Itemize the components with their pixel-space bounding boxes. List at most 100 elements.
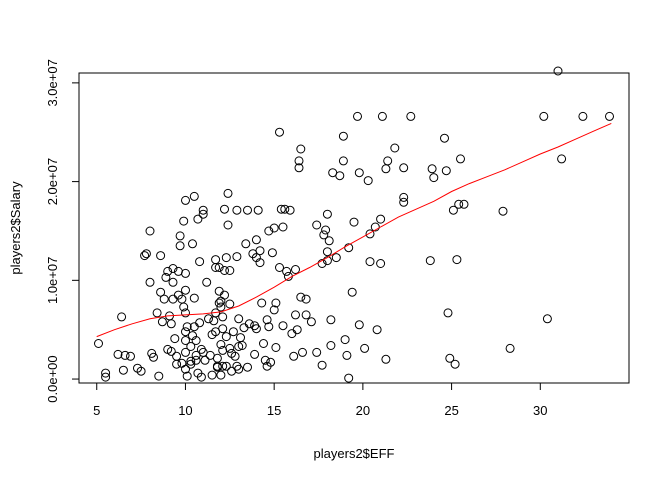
data-point — [363, 176, 373, 186]
data-point — [181, 336, 190, 345]
data-point — [321, 225, 331, 235]
data-point — [202, 277, 212, 287]
data-point — [232, 361, 242, 371]
data-point — [312, 220, 322, 230]
data-point — [291, 265, 300, 274]
data-point — [188, 239, 197, 249]
data-point — [260, 355, 270, 365]
data-point — [175, 231, 185, 241]
data-point — [218, 361, 228, 371]
y-tick-label: 0.0e+00 — [45, 355, 60, 402]
data-point — [340, 335, 350, 345]
data-point — [376, 214, 386, 224]
data-point — [198, 205, 208, 215]
data-point — [448, 205, 458, 215]
data-point — [232, 252, 242, 262]
data-point — [354, 168, 364, 178]
data-point — [232, 205, 242, 215]
data-point — [161, 272, 171, 282]
data-point — [209, 316, 219, 326]
data-point — [228, 327, 238, 337]
data-point — [113, 349, 123, 359]
data-point — [342, 350, 352, 360]
data-point — [454, 199, 464, 209]
data-point — [381, 164, 391, 174]
data-point — [557, 154, 567, 164]
data-point — [427, 164, 437, 174]
data-point — [181, 308, 190, 318]
data-points — [94, 66, 614, 383]
data-point — [429, 173, 439, 183]
data-point — [255, 246, 265, 256]
data-point — [292, 325, 302, 335]
data-point — [181, 364, 190, 374]
data-point — [218, 324, 228, 334]
data-point — [94, 339, 103, 348]
data-point — [452, 255, 462, 265]
x-axis-label: players2$EFF — [314, 446, 395, 461]
data-point — [196, 344, 206, 354]
data-point — [198, 209, 208, 219]
data-point — [212, 362, 222, 372]
data-point — [195, 318, 205, 328]
data-point — [289, 351, 299, 361]
data-point — [101, 368, 111, 378]
data-point — [239, 323, 249, 333]
data-point — [338, 156, 348, 166]
data-point — [390, 143, 400, 153]
data-point — [220, 290, 229, 300]
data-point — [250, 321, 260, 331]
data-point — [440, 133, 449, 143]
data-point — [195, 257, 205, 267]
data-point — [370, 222, 380, 232]
data-point — [223, 188, 233, 198]
data-point — [214, 263, 224, 272]
data-point — [145, 226, 155, 236]
data-point — [244, 319, 254, 329]
data-point — [181, 347, 190, 357]
x-tick-label: 20 — [356, 403, 370, 418]
data-point — [179, 216, 189, 226]
data-point — [230, 351, 240, 361]
data-point — [459, 199, 469, 209]
data-point — [170, 334, 180, 344]
data-point — [301, 294, 311, 304]
data-point — [223, 220, 233, 230]
data-point — [317, 360, 327, 370]
data-point — [296, 292, 306, 302]
data-point — [326, 341, 336, 350]
data-point — [445, 353, 455, 363]
data-point — [266, 357, 276, 367]
data-point — [257, 298, 267, 308]
data-point — [166, 346, 176, 356]
data-point — [347, 287, 357, 297]
data-point — [331, 253, 341, 263]
data-point — [204, 314, 213, 324]
data-point — [298, 347, 307, 357]
data-point — [168, 294, 178, 304]
x-tick-label: 10 — [178, 403, 192, 418]
data-point — [216, 370, 226, 380]
data-point — [221, 253, 231, 263]
data-point — [182, 371, 192, 381]
data-point — [269, 223, 279, 233]
data-point — [322, 256, 332, 266]
data-point — [275, 263, 284, 272]
data-point — [181, 268, 190, 278]
x-tick-label: 25 — [444, 403, 458, 418]
data-point — [191, 336, 201, 345]
data-point — [196, 372, 206, 382]
data-point — [200, 355, 210, 365]
data-point — [179, 302, 189, 312]
data-point — [578, 111, 588, 121]
data-point — [406, 111, 416, 121]
data-point — [276, 204, 286, 214]
data-point — [372, 325, 382, 335]
data-point — [335, 171, 345, 181]
data-point — [117, 312, 127, 322]
y-tick-label: 3.0e+07 — [45, 59, 60, 106]
data-point — [456, 154, 465, 164]
data-point — [381, 354, 391, 364]
data-point — [443, 308, 453, 318]
